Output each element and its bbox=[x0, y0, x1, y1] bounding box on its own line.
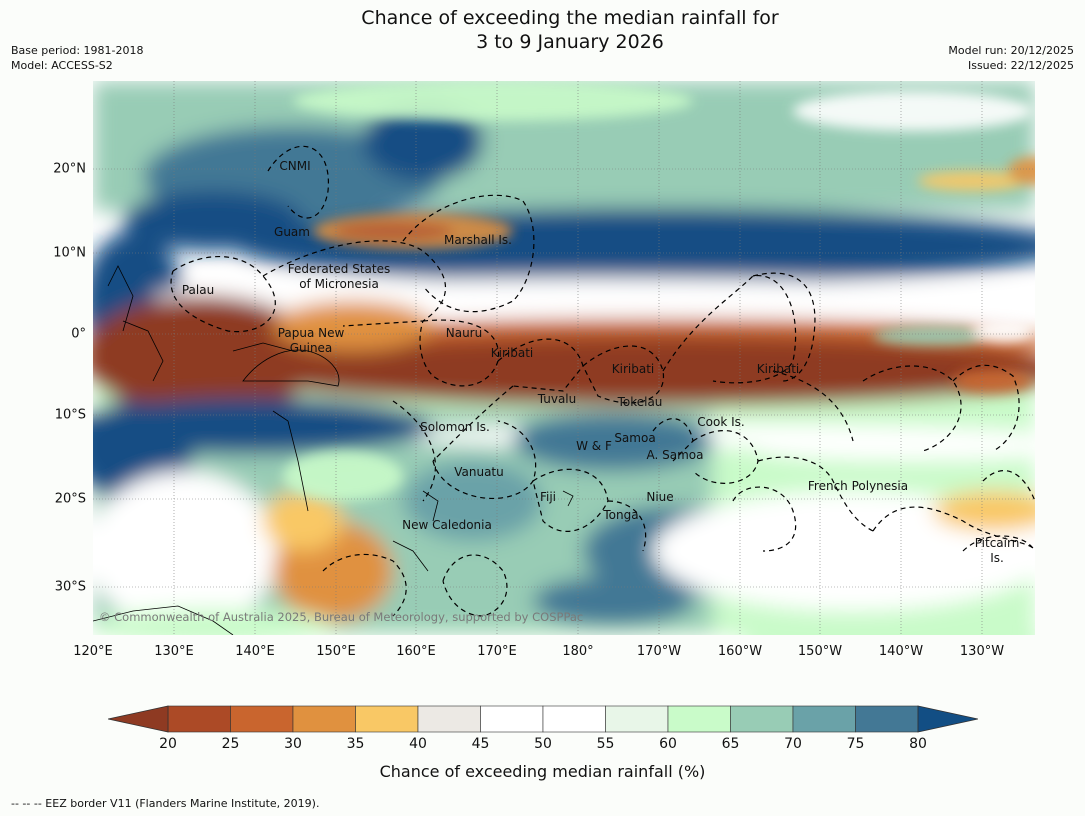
graticule bbox=[93, 81, 1035, 635]
region-labels: CNMI Guam Marshall Is. Federated States … bbox=[182, 159, 1019, 565]
colorbar-tick: 30 bbox=[284, 736, 302, 752]
label-tuvalu: Tuvalu bbox=[537, 392, 577, 406]
colorbar-cell bbox=[292, 705, 356, 733]
lon-label: 150°W bbox=[797, 644, 843, 659]
label-kiribati-east: Kiribati bbox=[757, 362, 799, 376]
base-period: Base period: 1981-2018 bbox=[11, 44, 144, 57]
colorbar-tick: 60 bbox=[659, 736, 677, 752]
model-name: Model: ACCESS-S2 bbox=[11, 59, 113, 72]
label-fiji: Fiji bbox=[540, 490, 556, 504]
eez-borders bbox=[170, 145, 1035, 617]
label-kiribati-west: Kiribati bbox=[491, 346, 533, 360]
label-french-polynesia: French Polynesia bbox=[808, 479, 908, 493]
colorbar-tick: 25 bbox=[221, 736, 240, 752]
issued-date: Issued: 22/12/2025 bbox=[967, 59, 1074, 72]
meta-right: Model run: 20/12/2025 Issued: 22/12/2025 bbox=[948, 43, 1074, 73]
label-new-caledonia: New Caledonia bbox=[402, 518, 492, 532]
label-cook-islands: Cook Is. bbox=[697, 415, 744, 429]
title-line-2: 3 to 9 January 2026 bbox=[476, 31, 664, 53]
colorbar-tick: 70 bbox=[784, 736, 802, 752]
label-tokelau: Tokelau bbox=[617, 395, 663, 409]
colorbar-cell bbox=[855, 705, 919, 733]
colorbar-label: Chance of exceeding median rainfall (%) bbox=[379, 762, 706, 781]
coastlines bbox=[93, 265, 574, 635]
label-kiribati-central: Kiribati bbox=[612, 362, 654, 376]
label-nauru: Nauru bbox=[446, 326, 482, 340]
colorbar-tick: 45 bbox=[471, 736, 490, 752]
lon-label: 170°W bbox=[636, 644, 682, 659]
title-line-1: Chance of exceeding the median rainfall … bbox=[361, 7, 779, 29]
colorbar-tick: 35 bbox=[346, 736, 365, 752]
lon-label: 180° bbox=[562, 644, 594, 659]
lon-label: 120°E bbox=[73, 644, 113, 659]
chart-title: Chance of exceeding the median rainfall … bbox=[0, 6, 1085, 54]
lat-label: 10°S bbox=[54, 407, 86, 423]
lon-label: 140°E bbox=[235, 644, 275, 659]
label-guam: Guam bbox=[274, 225, 310, 239]
label-samoa: Samoa bbox=[614, 431, 655, 445]
label-cnmi: CNMI bbox=[279, 159, 310, 173]
colorbar-cell bbox=[480, 705, 544, 733]
colorbar-over-arrow bbox=[917, 705, 978, 733]
lat-label: 10°N bbox=[53, 245, 86, 261]
colorbar-tick: 65 bbox=[721, 736, 740, 752]
lon-label: 150°E bbox=[316, 644, 356, 659]
label-niue: Niue bbox=[646, 490, 673, 504]
label-wallis-futuna: W & F bbox=[576, 439, 612, 453]
label-palau: Palau bbox=[182, 283, 214, 297]
label-png-2: Guinea bbox=[290, 341, 333, 355]
colorbar-cell bbox=[730, 705, 794, 733]
lon-label: 130°W bbox=[959, 644, 1005, 659]
label-pitcairn-2: Is. bbox=[990, 551, 1004, 565]
rainfall-map: CNMI Guam Marshall Is. Federated States … bbox=[93, 81, 1035, 635]
eez-footnote: -- -- -- EEZ border V11 (Flanders Marine… bbox=[11, 797, 320, 810]
colorbar-cell bbox=[792, 705, 856, 733]
lon-label: 160°E bbox=[396, 644, 436, 659]
colorbar-cell bbox=[167, 705, 231, 733]
label-solomon: Solomon Is. bbox=[420, 420, 490, 434]
copyright-notice: © Commonwealth of Australia 2025, Bureau… bbox=[99, 610, 583, 624]
lat-label: 20°S bbox=[54, 491, 86, 507]
colorbar-tick: 40 bbox=[409, 736, 427, 752]
label-vanuatu: Vanuatu bbox=[454, 465, 504, 479]
lon-label: 160°W bbox=[717, 644, 763, 659]
label-marshall: Marshall Is. bbox=[444, 233, 512, 247]
label-fsm-2: of Micronesia bbox=[299, 277, 379, 291]
rainfall-field bbox=[93, 81, 1035, 635]
lat-label: 30°S bbox=[54, 579, 86, 595]
colorbar bbox=[108, 705, 978, 733]
lat-label: 0° bbox=[71, 326, 86, 342]
colorbar-cell bbox=[230, 705, 294, 733]
label-fsm-1: Federated States bbox=[288, 262, 390, 276]
label-tonga: Tonga bbox=[602, 508, 638, 522]
lon-label: 140°W bbox=[878, 644, 924, 659]
colorbar-tick: 20 bbox=[159, 736, 177, 752]
colorbar-tick: 50 bbox=[534, 736, 552, 752]
label-american-samoa: A. Samoa bbox=[647, 448, 704, 462]
colorbar-tick: 55 bbox=[596, 736, 615, 752]
colorbar-tick: 80 bbox=[909, 736, 927, 752]
lat-label: 20°N bbox=[53, 161, 86, 177]
colorbar-under-arrow bbox=[108, 705, 169, 733]
colorbar-cell bbox=[355, 705, 419, 733]
colorbar-tick: 75 bbox=[846, 736, 865, 752]
colorbar-cells bbox=[167, 705, 919, 733]
model-run: Model run: 20/12/2025 bbox=[948, 44, 1074, 57]
lon-label: 170°E bbox=[477, 644, 517, 659]
lon-label: 130°E bbox=[154, 644, 194, 659]
label-pitcairn-1: Pitcairn bbox=[975, 536, 1020, 550]
label-png-1: Papua New bbox=[278, 326, 345, 340]
colorbar-cell bbox=[667, 705, 731, 733]
colorbar-cell bbox=[542, 705, 606, 733]
colorbar-cell bbox=[417, 705, 481, 733]
meta-left: Base period: 1981-2018 Model: ACCESS-S2 bbox=[11, 43, 143, 73]
colorbar-cell bbox=[605, 705, 669, 733]
